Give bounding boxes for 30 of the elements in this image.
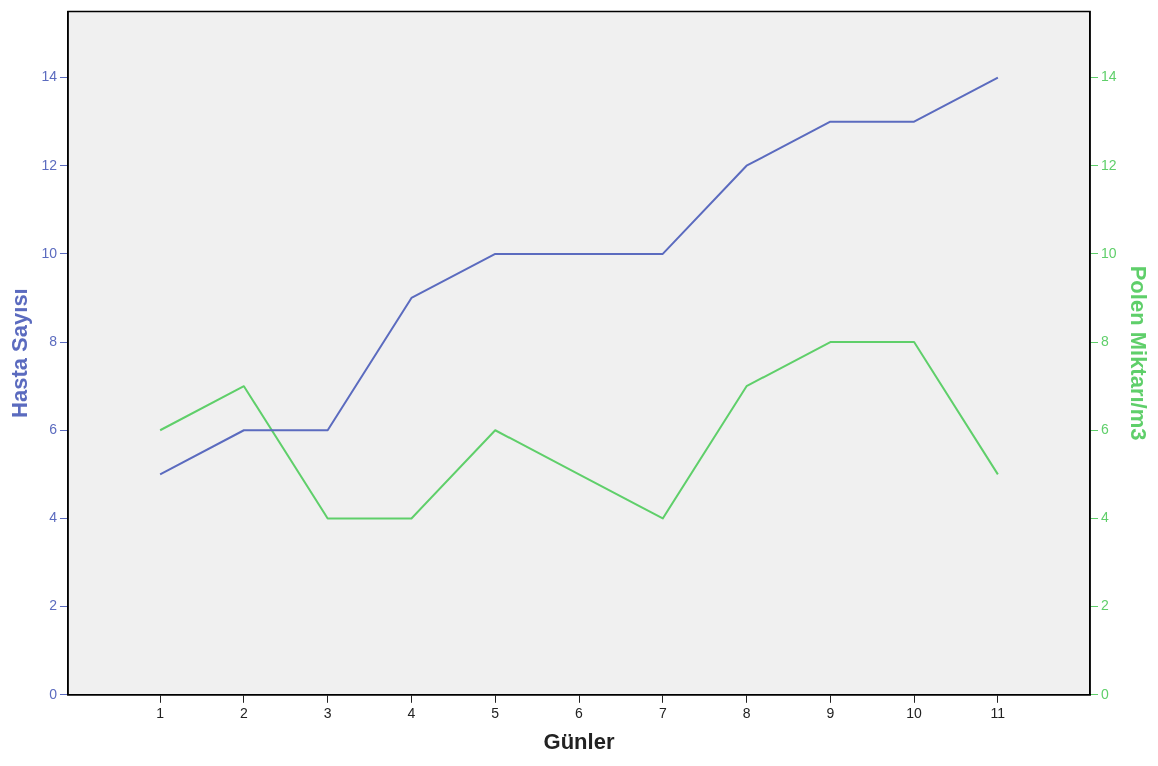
y-tick-label: 6 — [49, 421, 58, 438]
y-tick-label: 12 — [41, 156, 58, 173]
y2-tick-label: 12 — [1101, 156, 1117, 173]
x-axis-title: Günler — [543, 728, 615, 754]
x-tick-label: 8 — [742, 705, 751, 722]
x-tick-label: 9 — [826, 705, 835, 722]
y2-tick-label: 10 — [1101, 244, 1117, 261]
y-axis-title: Hasta Sayısı — [7, 288, 33, 418]
y-tick-label: 4 — [49, 509, 58, 526]
y-tick-label: 2 — [49, 597, 58, 614]
x-tick-label: 2 — [240, 705, 248, 722]
x-tick-label: 1 — [156, 705, 165, 722]
y2-tick-label: 4 — [1101, 509, 1110, 526]
x-tick-label: 4 — [407, 705, 416, 722]
y2-tick-label: 6 — [1101, 421, 1110, 438]
y2-tick-label: 2 — [1101, 597, 1110, 614]
x-tick-label: 10 — [906, 705, 923, 722]
y-tick-label: 0 — [49, 685, 58, 702]
y2-axis-title: Polen Miktarı/m3 — [1125, 265, 1151, 441]
x-tick-label: 11 — [990, 705, 1006, 722]
x-tick-label: 3 — [323, 705, 332, 722]
x-tick-label: 7 — [658, 705, 667, 722]
y2-tick-label: 14 — [1101, 68, 1117, 85]
y-tick-label: 14 — [41, 68, 58, 85]
y2-tick-label: 0 — [1101, 685, 1110, 702]
y-tick-label: 8 — [49, 332, 58, 349]
y-tick-label: 10 — [41, 244, 58, 261]
y2-tick-label: 8 — [1101, 332, 1110, 349]
x-tick-label: 5 — [491, 705, 500, 722]
x-tick-label: 6 — [575, 705, 584, 722]
